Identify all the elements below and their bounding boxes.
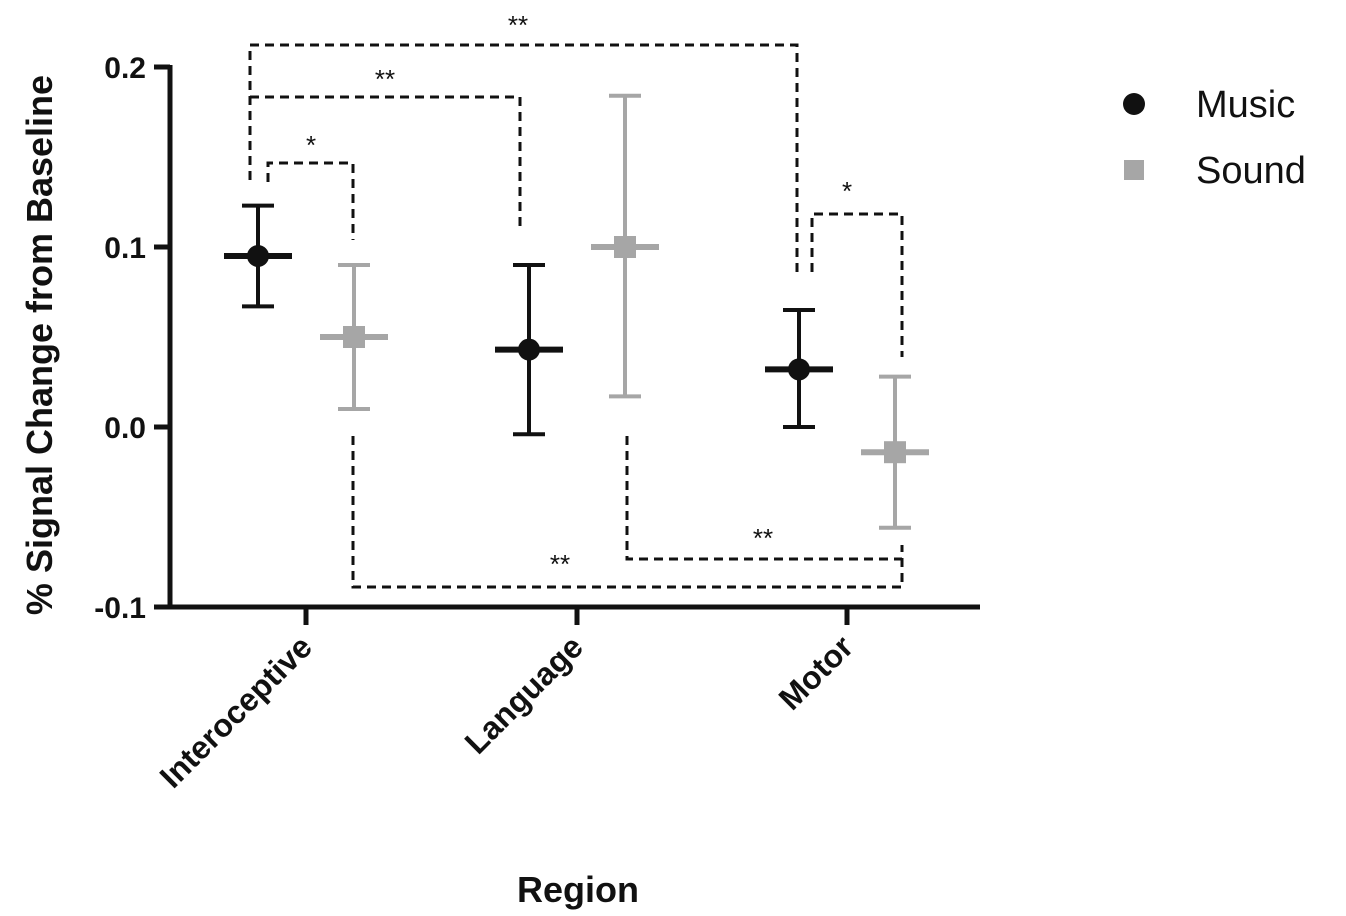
significance-label: ** (550, 549, 570, 579)
legend: Music Sound (1123, 84, 1306, 192)
mean-marker (343, 326, 365, 348)
bracket-intero-music-sound: * (266, 130, 355, 240)
mean-marker (884, 441, 906, 464)
significance-brackets: ********** (248, 10, 904, 589)
significance-label: * (842, 176, 852, 206)
y-axis-title: % Signal Change from Baseline (19, 75, 60, 615)
bracket-language-motor-sound: ** (625, 436, 902, 561)
legend-item-music: Music (1123, 84, 1295, 126)
bracket-intero-motor-music: ** (248, 10, 799, 275)
significance-label: ** (375, 64, 395, 94)
significance-label: * (306, 130, 316, 160)
x-axis-title: Region (517, 869, 639, 910)
y-tick-label: 0.1 (104, 232, 146, 265)
legend-item-sound: Sound (1124, 150, 1306, 192)
y-tick-label: 0.0 (104, 412, 146, 445)
bracket-line (248, 43, 799, 275)
legend-marker (1123, 93, 1145, 115)
mean-marker (788, 358, 810, 381)
axes: -0.1 0.0 0.1 0.2 Interoceptive Language Motor (94, 52, 980, 795)
significance-label: ** (753, 523, 773, 553)
significance-label: ** (508, 10, 528, 40)
y-tick-label: -0.1 (94, 592, 146, 625)
music-point-interoceptive (224, 203, 292, 309)
bracket-line (810, 212, 904, 357)
bracket-line (351, 436, 904, 589)
sound-point-interoceptive (320, 263, 388, 411)
bracket-motor-music-sound: * (810, 176, 904, 357)
bracket-line (250, 95, 522, 232)
bracket-line (266, 161, 355, 240)
bracket-intero-language-music: ** (250, 64, 522, 232)
data-marks (224, 93, 929, 530)
mean-marker (518, 338, 540, 361)
y-tick-label: 0.2 (104, 52, 146, 85)
x-tick-label: Interoceptive (153, 628, 319, 794)
legend-marker (1124, 160, 1144, 180)
x-tick-label: Language (458, 628, 590, 760)
music-point-language (495, 263, 563, 437)
sound-point-language (591, 93, 659, 399)
mean-marker (614, 236, 636, 258)
mean-marker (247, 245, 269, 267)
legend-label: Music (1196, 84, 1295, 126)
music-point-motor (765, 308, 833, 429)
legend-label: Sound (1196, 150, 1306, 192)
sound-point-motor (861, 374, 929, 530)
x-tick-label: Motor (772, 628, 860, 716)
bracket-line (625, 436, 902, 561)
bracket-intero-motor-sound: ** (351, 436, 904, 589)
